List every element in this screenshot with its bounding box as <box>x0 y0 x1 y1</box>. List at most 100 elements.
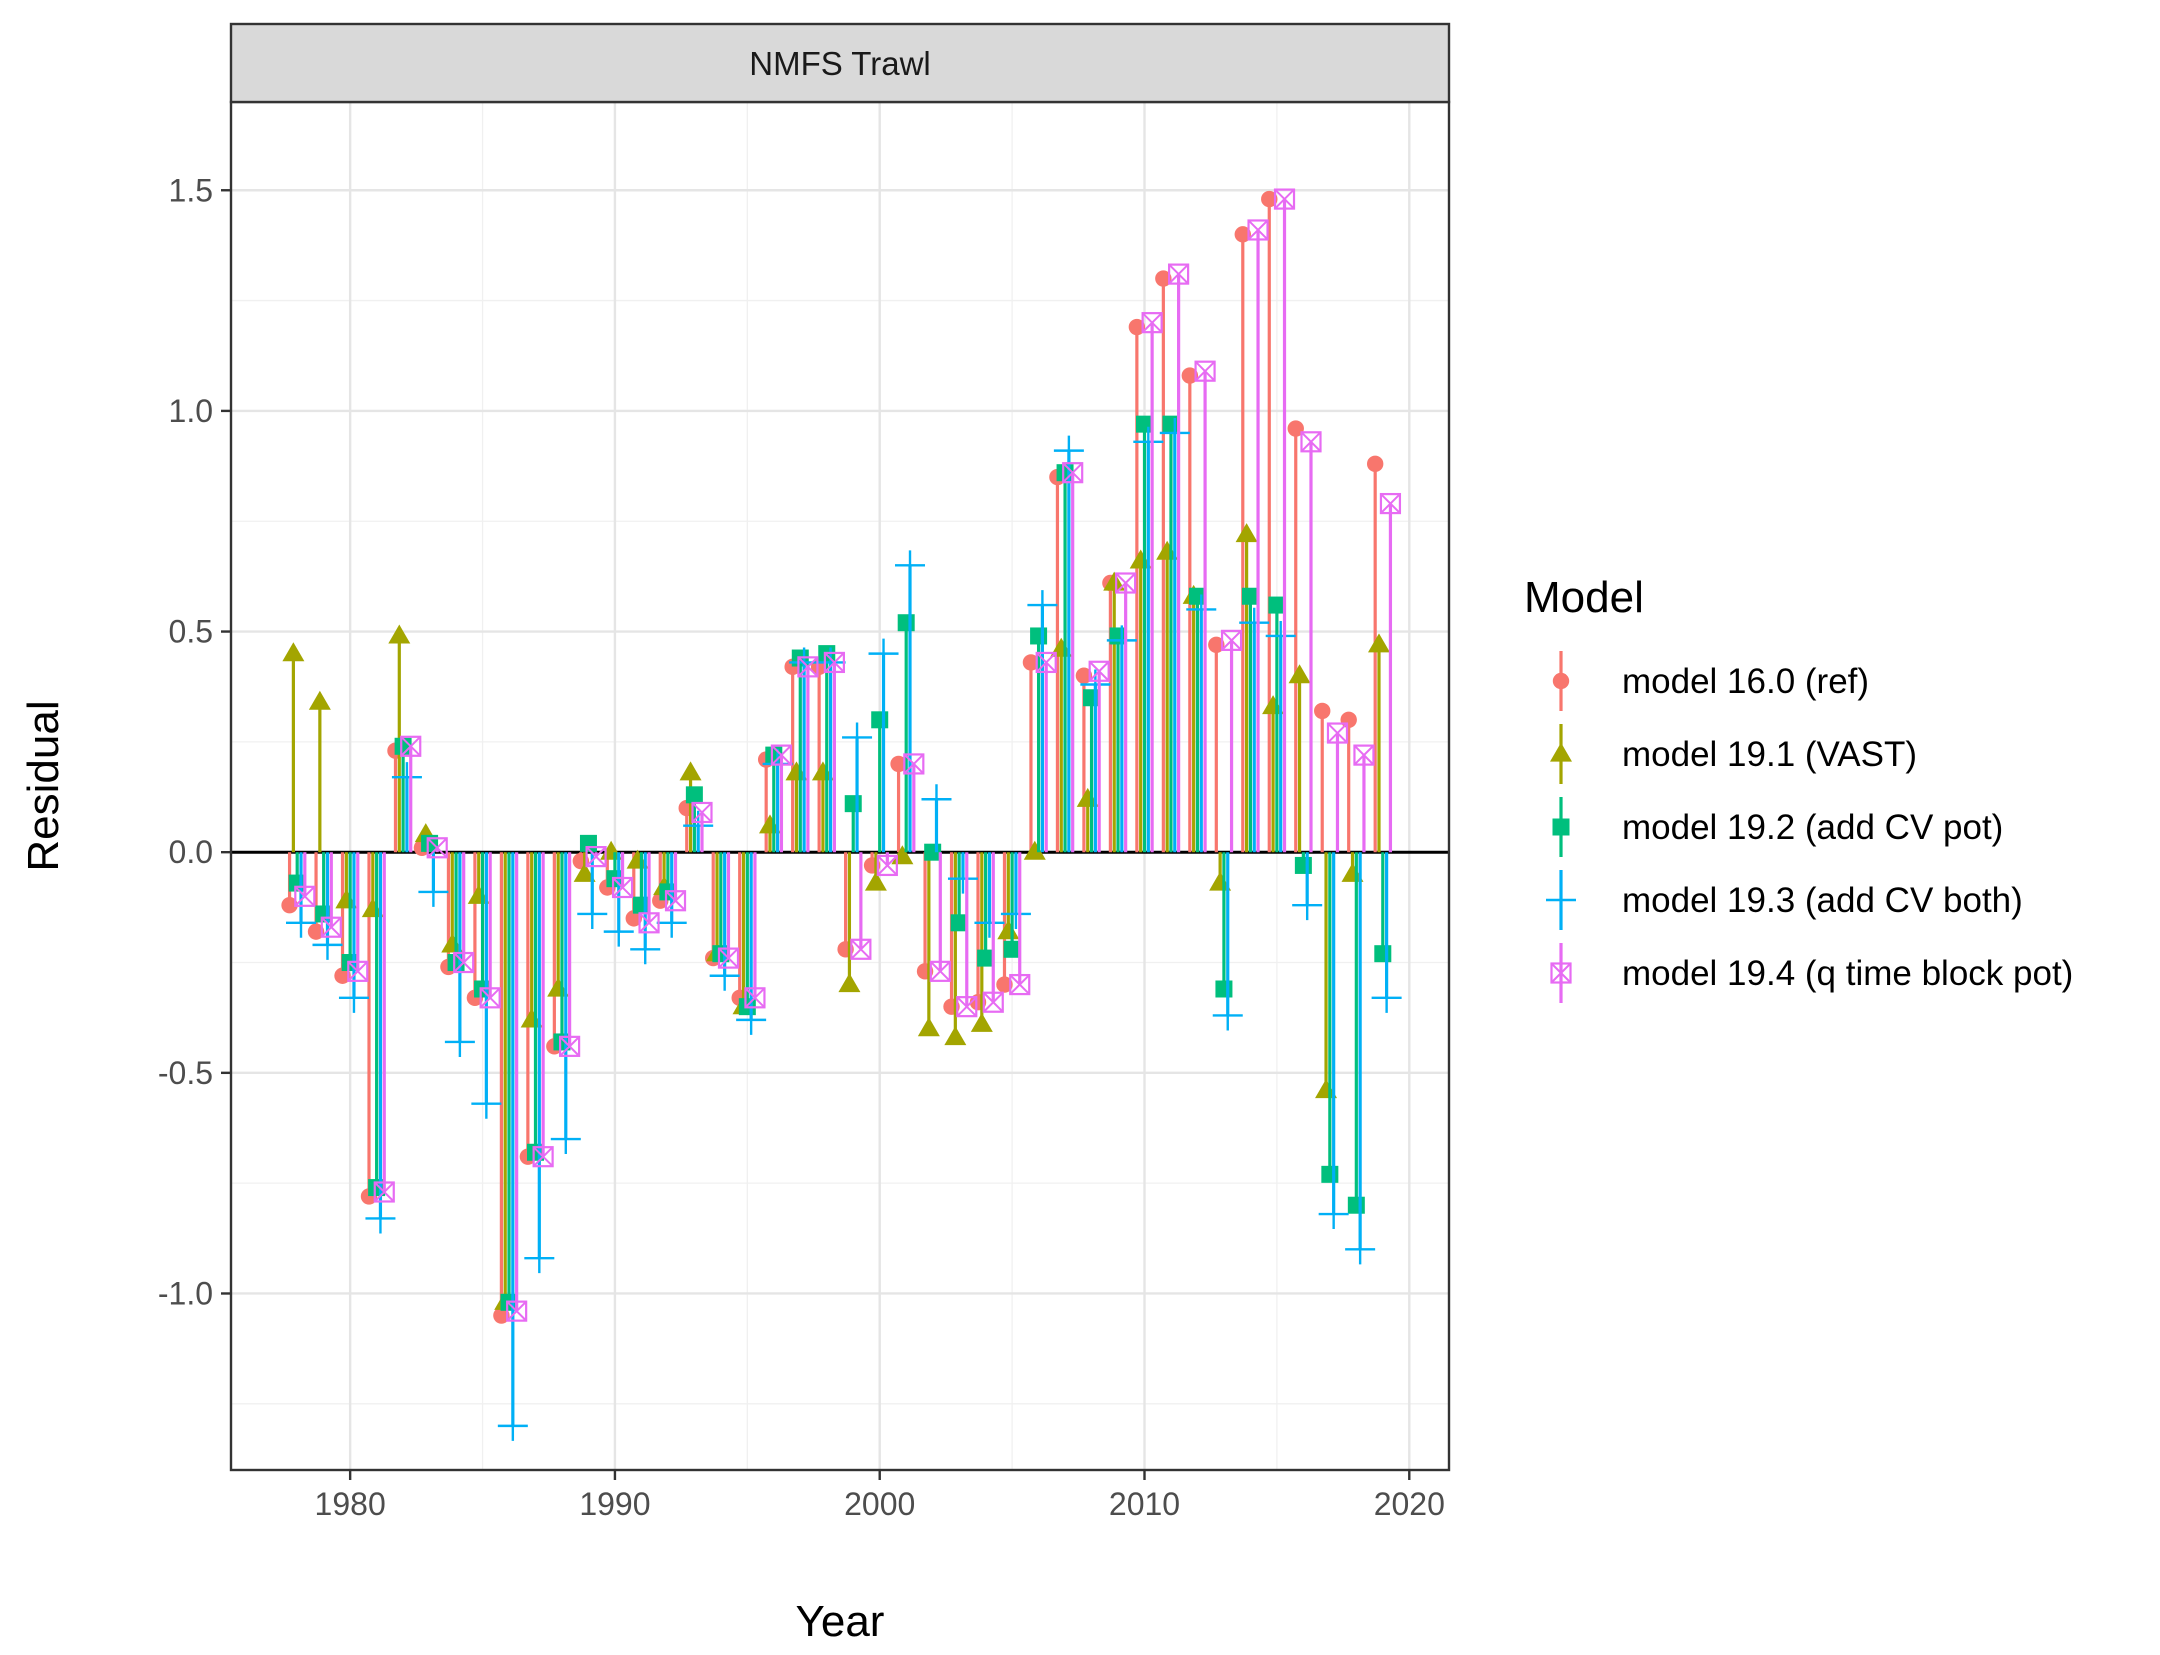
marker-triangle <box>1367 633 1390 653</box>
marker-boxx <box>1115 572 1137 594</box>
data-point <box>838 852 861 993</box>
marker-triangle <box>335 889 358 909</box>
marker-boxx <box>1220 629 1243 651</box>
x-tick-label: 1990 <box>579 1486 650 1522</box>
marker-plus <box>1265 620 1296 651</box>
data-point <box>1353 744 1375 853</box>
data-point <box>532 852 554 1168</box>
marker-boxx-cross <box>453 952 474 973</box>
data-point <box>467 852 490 904</box>
data-point <box>638 852 660 934</box>
data-point <box>921 784 952 853</box>
data-point <box>917 852 940 1037</box>
data-point <box>471 852 502 1119</box>
marker-boxx-cross <box>612 877 633 898</box>
data-point <box>1261 190 1278 853</box>
data-point <box>1186 594 1217 853</box>
marker-square <box>1136 415 1153 433</box>
data-point <box>1208 636 1225 853</box>
marker-boxx <box>347 960 369 982</box>
marker-boxx <box>611 876 634 899</box>
data-point <box>1062 462 1084 853</box>
y-tick-label: 1.5 <box>169 172 213 208</box>
marker-boxx-cross <box>850 939 872 960</box>
marker-plus <box>312 929 343 960</box>
marker-triangle <box>282 642 305 662</box>
y-tick-label: 1.0 <box>169 393 213 429</box>
marker-triangle <box>467 884 490 904</box>
data-point <box>974 852 1005 938</box>
marker-circle <box>1366 455 1384 473</box>
marker-triangle <box>1156 540 1179 560</box>
marker-boxx <box>373 1181 395 1203</box>
data-point <box>1168 263 1190 853</box>
marker-square <box>1374 945 1392 963</box>
marker-square <box>1321 1165 1339 1183</box>
data-point <box>950 852 968 932</box>
data-point <box>1366 455 1384 853</box>
data-point <box>361 852 384 918</box>
marker-square <box>844 795 862 813</box>
y-tick-label: -0.5 <box>158 1055 213 1091</box>
marker-triangle <box>1315 1079 1338 1099</box>
marker-boxx <box>1247 219 1269 241</box>
marker-boxx-cross <box>294 886 316 907</box>
data-point <box>1088 660 1110 853</box>
marker-boxx <box>1326 722 1349 744</box>
marker-circle <box>1181 367 1199 384</box>
data-point <box>347 852 369 982</box>
data-point <box>1000 852 1031 929</box>
marker-plus <box>868 638 899 669</box>
facet-strip <box>229 22 1451 104</box>
marker-triangle <box>520 1008 543 1028</box>
marker-square <box>1241 587 1259 605</box>
marker-boxx-cross <box>506 1300 527 1322</box>
data-point <box>1300 431 1322 853</box>
marker-plus <box>1212 1000 1243 1031</box>
marker-boxx-cross <box>718 947 739 969</box>
data-point <box>982 852 1004 1013</box>
marker-boxx <box>1088 660 1110 682</box>
marker-boxx <box>1062 462 1084 484</box>
data-point <box>1209 852 1232 891</box>
marker-circle <box>334 967 351 984</box>
marker-triangle <box>838 973 861 993</box>
data-point <box>924 843 942 861</box>
marker-triangle <box>1023 840 1046 860</box>
marker-triangle <box>573 862 596 882</box>
marker-triangle <box>361 898 384 918</box>
data-point <box>785 761 808 853</box>
marker-boxx-cross <box>400 736 421 757</box>
marker-plus <box>656 907 687 938</box>
x-tick-label: 2000 <box>844 1486 915 1522</box>
series-1 <box>281 190 1384 1324</box>
x-tick-label: 1980 <box>315 1486 386 1522</box>
marker-boxx <box>850 938 872 960</box>
data-point <box>547 852 570 997</box>
marker-boxx-cross <box>1380 493 1401 514</box>
marker-triangle <box>626 849 649 869</box>
marker-plus <box>630 934 661 965</box>
data-point <box>335 852 358 909</box>
marker-boxx-cross <box>1300 431 1322 453</box>
marker-plus <box>577 898 608 929</box>
marker-boxx-cross <box>983 992 1004 1013</box>
data-point <box>1053 435 1084 853</box>
data-point <box>864 852 887 891</box>
marker-boxx <box>717 947 740 969</box>
marker-triangle <box>1550 742 1572 762</box>
marker-boxx-cross <box>321 917 342 938</box>
data-point <box>520 852 543 1028</box>
data-point <box>1115 572 1137 853</box>
marker-square <box>1162 415 1180 433</box>
marker-plus <box>603 916 634 947</box>
marker-plus <box>365 1203 396 1234</box>
data-point <box>1341 852 1364 882</box>
data-point <box>497 852 528 1441</box>
marker-boxx-cross <box>930 961 951 982</box>
legend-item: model 19.1 (VAST) <box>1550 724 1917 784</box>
data-point <box>1235 523 1258 853</box>
data-point <box>850 852 872 960</box>
data-point <box>1288 664 1311 853</box>
